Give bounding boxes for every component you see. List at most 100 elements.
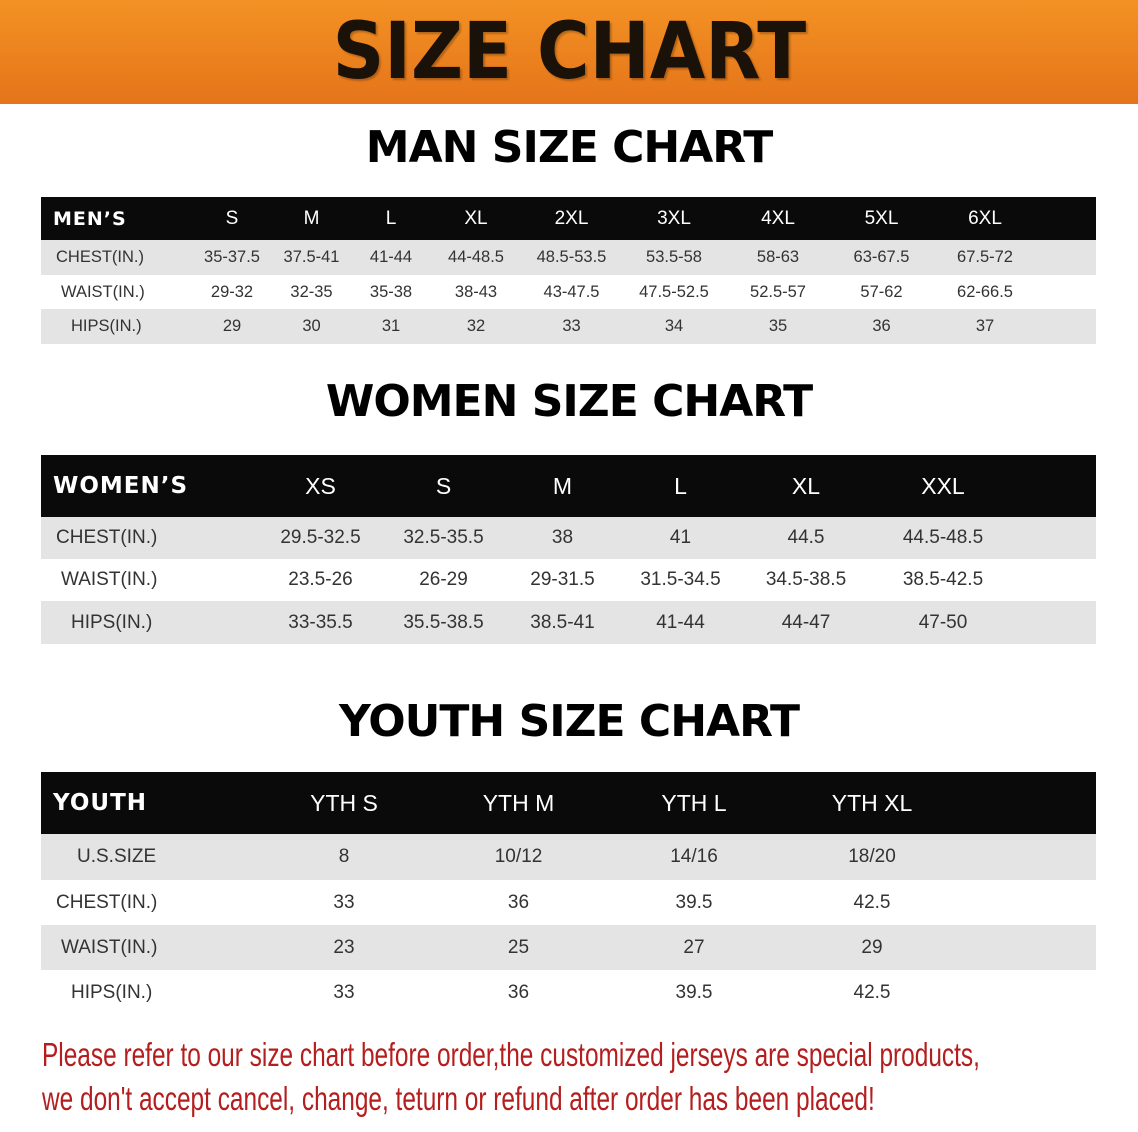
page-title: SIZE CHART	[332, 7, 806, 97]
table-cell: 63-67.5	[853, 248, 910, 266]
row-label: HIPS(IN.)	[71, 317, 142, 335]
table-cell: 44-47	[781, 611, 831, 633]
table-cell: 18/20	[848, 846, 896, 867]
table-cell: 43-47.5	[543, 282, 600, 301]
row-filler	[962, 834, 1096, 880]
size-header: L	[674, 472, 687, 499]
table-row: CHEST(IN.) 29.5-32.5 32.5-35.5 38 41 44.5 44.5…	[41, 517, 1096, 559]
table-cell: 27	[683, 936, 705, 958]
table-cell: 35-38	[369, 282, 413, 301]
table-cell: 39.5	[675, 891, 713, 913]
size-header: S	[435, 472, 452, 499]
table-row: HIPS(IN.) 29 30 31 32 33 34 35 36 37	[41, 309, 1096, 344]
table-cell: 37	[975, 317, 995, 335]
men-section-title: MAN SIZE CHART	[365, 122, 773, 173]
table-cell: 36	[507, 981, 530, 1003]
table-cell: 31	[381, 317, 401, 335]
size-header: M	[303, 207, 320, 229]
table-cell: 23.5-26	[288, 569, 353, 590]
table-cell: 33	[562, 317, 581, 335]
table-cell: 44.5-48.5	[902, 527, 984, 548]
table-cell: 32.5-35.5	[403, 527, 484, 548]
table-cell: 35-37.5	[204, 248, 260, 266]
table-cell: 23	[333, 936, 355, 958]
table-cell: 33	[333, 891, 355, 913]
table-cell: 32	[466, 317, 486, 335]
table-cell: 33-35.5	[288, 611, 353, 633]
table-cell: 47-50	[918, 611, 968, 633]
row-label: WAIST(IN.)	[61, 282, 145, 301]
table-cell: 34.5-38.5	[765, 569, 847, 590]
size-header: YTH L	[661, 789, 727, 816]
row-filler	[962, 880, 1096, 925]
table-corner-label: WOMEN’S	[53, 473, 189, 499]
row-filler	[1037, 240, 1096, 275]
size-header: 6XL	[968, 207, 1002, 229]
women-size-table: WOMEN’S XS S M L XL XXL CHEST(IN.) 29.5-32.5 32.5…	[41, 455, 1096, 644]
table-cell: 37.5-41	[283, 248, 340, 266]
table-cell: 25	[507, 936, 530, 958]
row-filler	[1014, 517, 1096, 559]
table-cell: 41-44	[656, 611, 705, 633]
size-header: XXL	[921, 472, 965, 499]
row-filler	[962, 970, 1096, 1015]
table-row: WAIST(IN.) 29-32 32-35 35-38 38-43 43-47.5 47.…	[41, 275, 1096, 309]
table-cell: 34	[664, 317, 684, 335]
header-row: YOUTH YTH S YTH M YTH L YTH XL	[41, 772, 1096, 834]
row-label: WAIST(IN.)	[61, 936, 158, 958]
header-filler	[1014, 455, 1096, 517]
size-header: YTH S	[310, 789, 378, 816]
table-cell: 32-35	[290, 282, 333, 301]
table-cell: 31.5-34.5	[640, 569, 721, 590]
table-cell: 44.5	[787, 527, 825, 548]
table-cell: 44-48.5	[448, 248, 504, 266]
row-filler	[1037, 309, 1096, 344]
table-corner-label: YOUTH	[53, 790, 148, 816]
size-header: YTH M	[482, 789, 555, 816]
row-filler	[1037, 275, 1096, 309]
size-header: M	[552, 472, 573, 499]
table-cell: 29	[861, 936, 883, 958]
table-row: CHEST(IN.) 35-37.5 37.5-41 41-44 44-48.5 48.5…	[41, 240, 1096, 275]
size-header: XS	[305, 472, 336, 499]
row-label: HIPS(IN.)	[71, 981, 153, 1003]
youth-section-title: YOUTH SIZE CHART	[338, 696, 800, 747]
table-row: HIPS(IN.) 33-35.5 35.5-38.5 38.5-41 41-44 44-…	[41, 601, 1096, 644]
table-cell: 41	[669, 527, 692, 548]
table-cell: 38-43	[454, 282, 498, 301]
table-corner-label: MEN’S	[53, 207, 127, 230]
table-cell: 42.5	[853, 891, 891, 913]
table-cell: 29-31.5	[530, 569, 595, 590]
table-cell: 26-29	[419, 569, 468, 590]
table-row: WAIST(IN.) 23 25 27 29	[41, 925, 1096, 970]
row-filler	[962, 925, 1096, 970]
table-cell: 8	[338, 846, 350, 867]
table-cell: 67.5-72	[957, 248, 1013, 266]
table-cell: 58-63	[756, 248, 800, 266]
row-filler	[1014, 601, 1096, 644]
row-label: WAIST(IN.)	[61, 569, 158, 590]
header-row: MEN’S S M L XL 2XL 3XL 4XL 5XL 6XL	[41, 197, 1096, 240]
men-size-table: MEN’S S M L XL 2XL 3XL 4XL 5XL 6XL CHEST(IN.) 35-37…	[41, 197, 1096, 344]
table-cell: 38.5-41	[530, 611, 595, 633]
table-cell: 42.5	[853, 981, 891, 1003]
table-cell: 36	[872, 317, 891, 335]
table-cell: 36	[507, 891, 530, 913]
header-filler	[962, 772, 1096, 834]
table-row: HIPS(IN.) 33 36 39.5 42.5	[41, 970, 1096, 1015]
row-filler	[1014, 559, 1096, 601]
notice-line-2: we don't accept cancel, change, teturn o…	[42, 1080, 875, 1117]
size-header: XL	[464, 207, 488, 229]
notice-line-1: Please refer to our size chart before or…	[42, 1036, 980, 1073]
table-cell: 29-32	[210, 282, 254, 301]
size-header: 5XL	[864, 207, 899, 229]
size-header: 3XL	[657, 207, 691, 229]
table-cell: 33	[333, 981, 355, 1003]
title-banner: SIZE CHART	[0, 0, 1138, 104]
header-filler	[1037, 197, 1096, 240]
women-section-title: WOMEN SIZE CHART	[325, 376, 813, 427]
table-cell: 10/12	[494, 846, 543, 867]
table-cell: 53.5-58	[646, 248, 702, 266]
table-cell: 41-44	[369, 248, 413, 266]
table-row: CHEST(IN.) 33 36 39.5 42.5	[41, 880, 1096, 925]
